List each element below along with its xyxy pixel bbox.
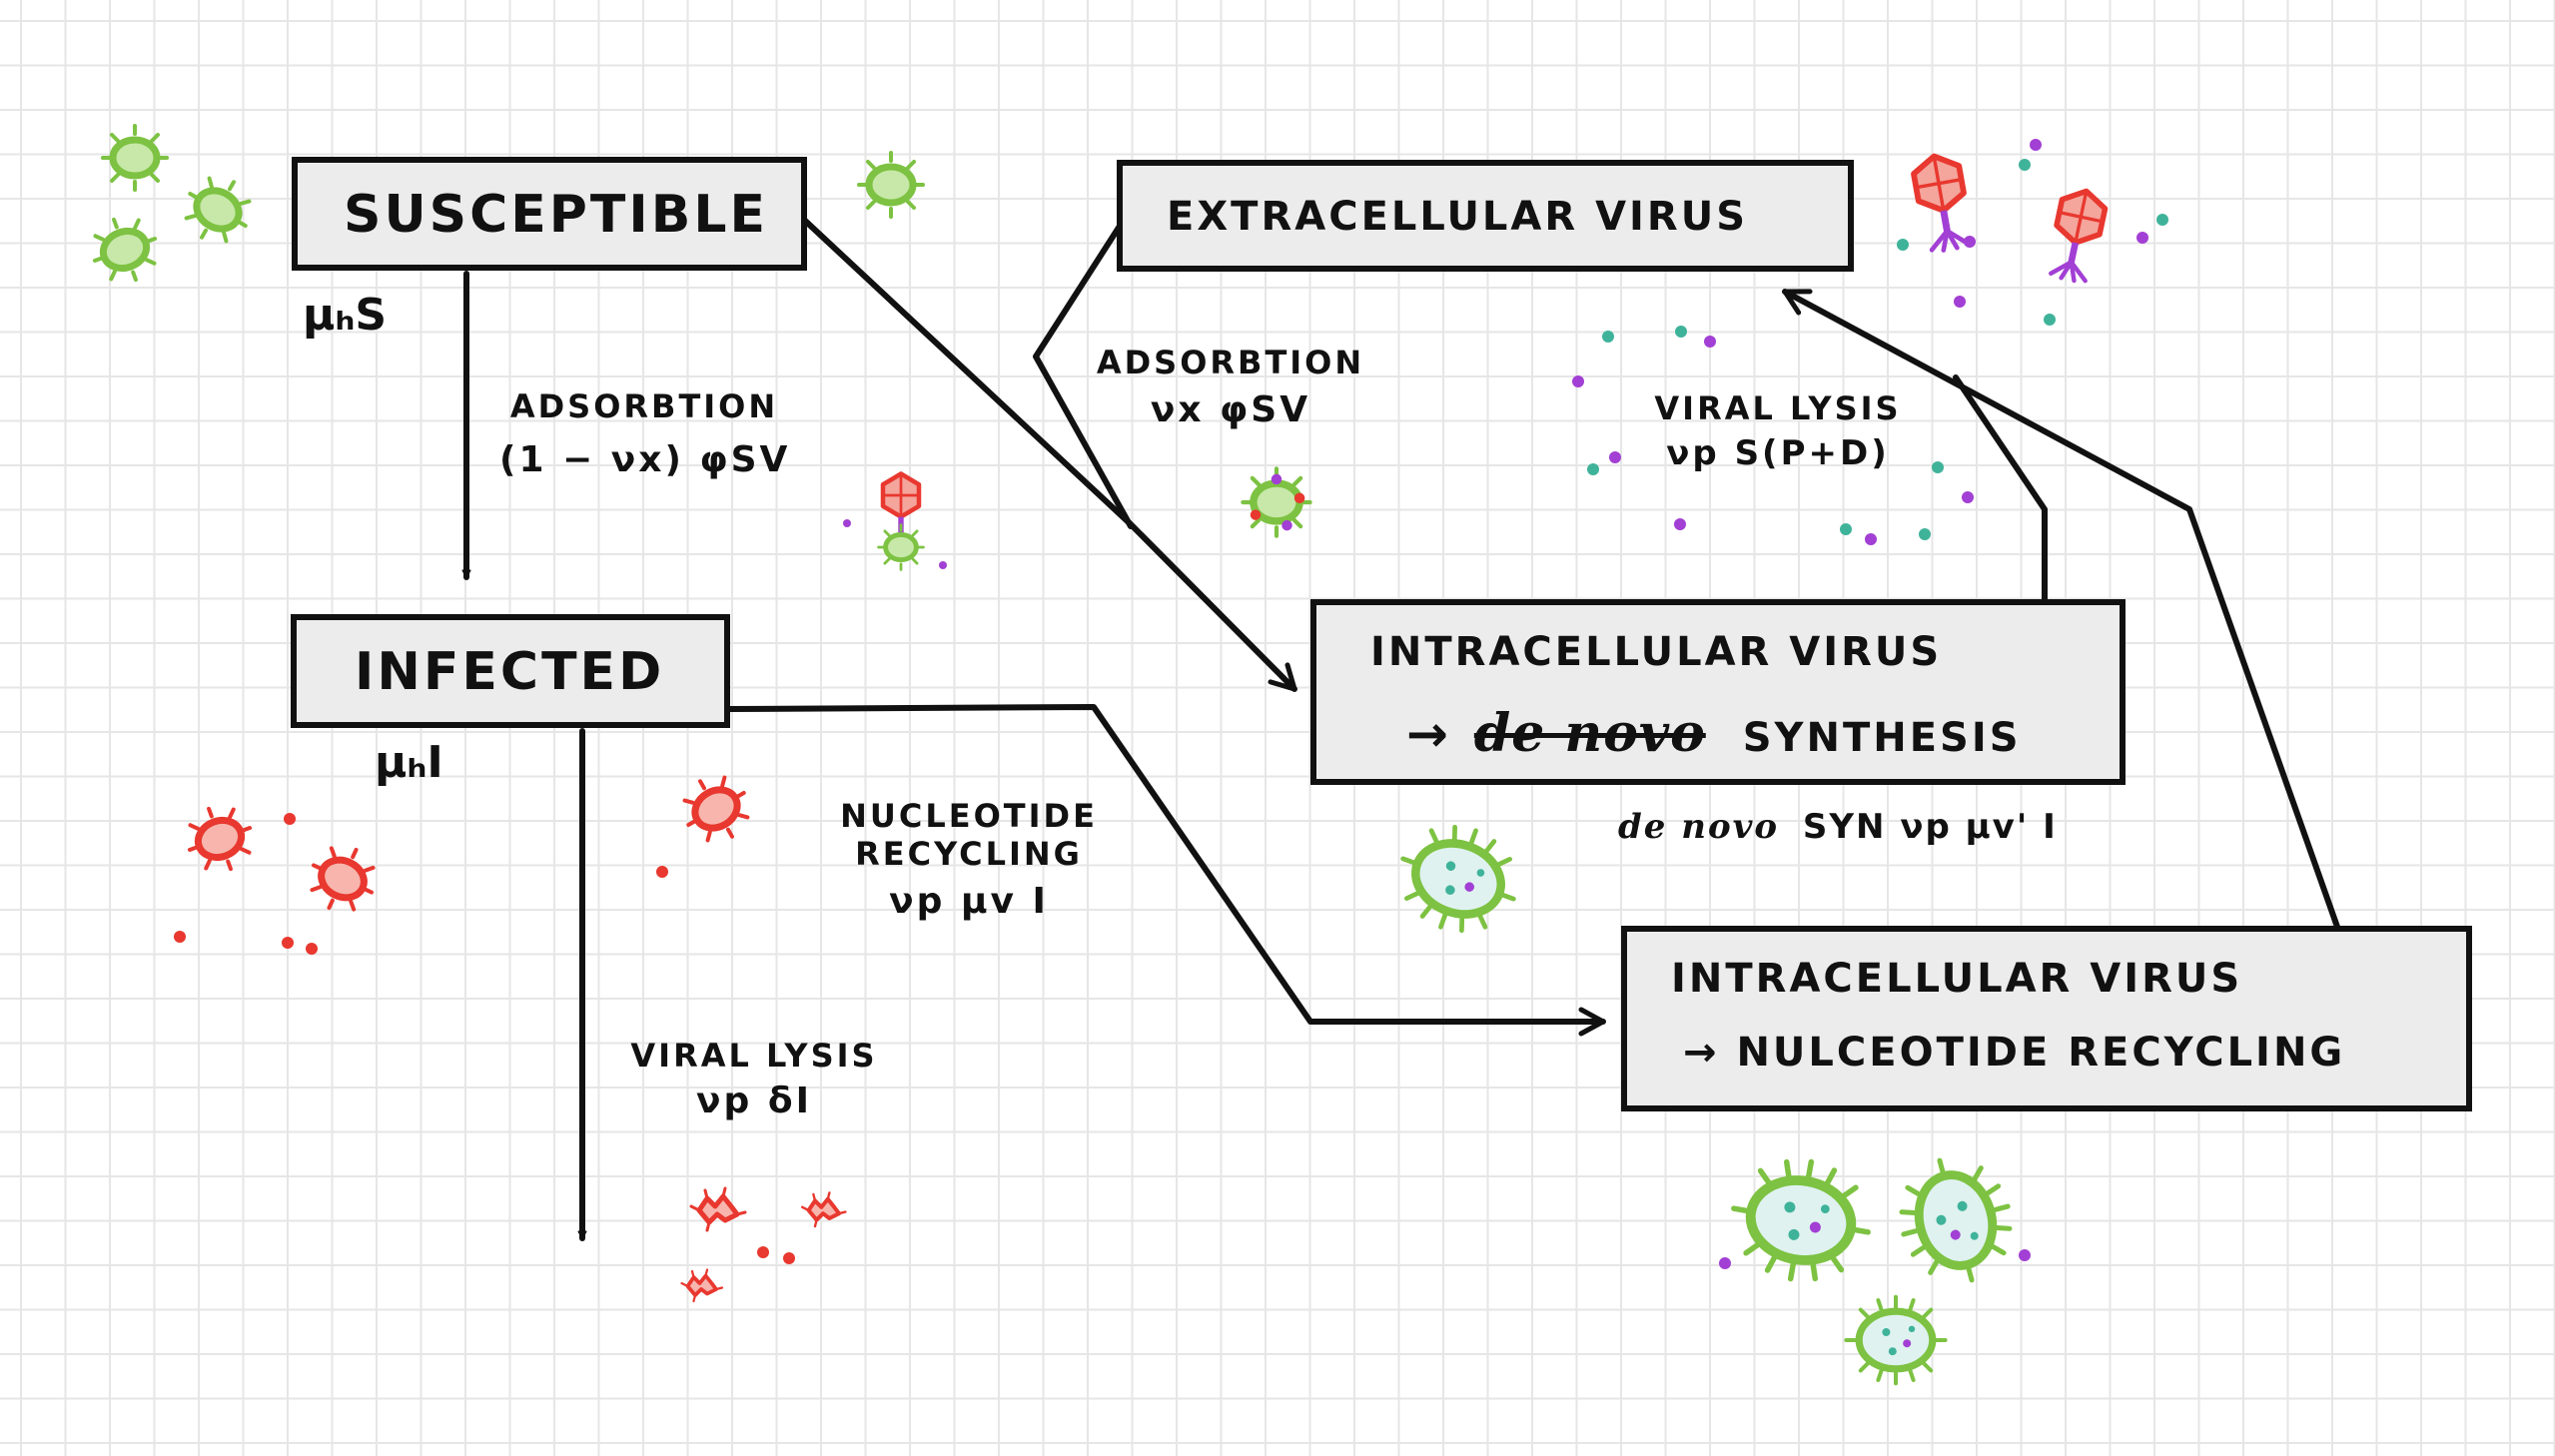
- phage-icon: [2047, 187, 2109, 284]
- infected-bacteria-icon: [672, 765, 759, 852]
- edge-title: NUCLEOTIDE: [840, 797, 1098, 835]
- node-label-line1: INTRACELLULAR VIRUS: [1671, 956, 2243, 1002]
- decay-infected: μₕI: [375, 737, 443, 788]
- bacteria-icon: [879, 525, 924, 570]
- edge-rate: (1 − νx) φSV: [499, 439, 791, 480]
- edge-title: ADSORBTION: [1096, 344, 1365, 381]
- label-nucleotide-recycling: NUCLEOTIDE RECYCLING νp μv I: [824, 797, 1114, 922]
- label-viral-lysis-bottom: VIRAL LYSIS νp δI: [619, 1037, 889, 1121]
- node-intracellular-recycling: INTRACELLULAR VIRUS → NULCEOTIDE RECYCLI…: [1621, 926, 2472, 1111]
- node-label-line2: → de novo SYNTHESIS: [1406, 703, 2022, 764]
- lysed-bacteria-icon: [802, 1192, 845, 1226]
- denovo-italic: de novo: [1473, 703, 1706, 764]
- node-susceptible: SUSCEPTIBLE: [292, 157, 807, 271]
- lysed-bacteria-icon: [679, 1267, 724, 1303]
- node-intracellular-denovo: INTRACELLULAR VIRUS → de novo SYNTHESIS: [1310, 599, 2126, 785]
- infected-bacteria-icon: [179, 798, 261, 880]
- bacteria-icon: [1888, 1146, 2024, 1294]
- bacteria-icon: [174, 166, 261, 253]
- label-viral-lysis-top: VIRAL LYSIS νp S(P+D): [1638, 389, 1918, 473]
- node-label-line2: → NULCEOTIDE RECYCLING: [1683, 1030, 2346, 1076]
- label-denovo-syn: de novo SYN νp μv' I: [1618, 807, 2058, 847]
- edge-title: ADSORBTION: [509, 387, 779, 425]
- node-infected: INFECTED: [291, 614, 730, 728]
- edge-title-2: RECYCLING: [855, 835, 1083, 873]
- node-label-line1: INTRACELLULAR VIRUS: [1370, 629, 1943, 675]
- edge-extracellular-bracket: [1033, 217, 1134, 529]
- arrow-right-icon: →: [1406, 705, 1451, 763]
- node-label: SUSCEPTIBLE: [344, 185, 769, 245]
- edge-infected-recycling: [726, 704, 1606, 1037]
- bacteria-icon: [84, 209, 166, 291]
- bacteria-icon: [1724, 1150, 1879, 1291]
- edge-title: VIRAL LYSIS: [630, 1037, 878, 1075]
- virus-particles: [1572, 139, 2168, 545]
- edge-rate: νx φSV: [1150, 389, 1311, 430]
- node-extracellular-virus: EXTRACELLULAR VIRUS: [1117, 160, 1854, 272]
- decay-susceptible: μₕS: [303, 290, 388, 341]
- edge-rate: νp δI: [696, 1081, 812, 1121]
- bacteria-icon: [859, 153, 923, 217]
- infected-bacteria-icon: [1243, 468, 1309, 535]
- edge-denovo-extracellular: [1953, 374, 2048, 602]
- phage-icon: [1912, 153, 1974, 254]
- edge-rate: νp S(P+D): [1666, 433, 1890, 473]
- bacteria-icon: [1385, 811, 1531, 948]
- edge-rate: SYN νp μv' I: [1802, 807, 2058, 847]
- denovo-italic: de novo: [1618, 807, 1780, 847]
- infected-bacteria-icon: [300, 836, 385, 921]
- node-label: EXTRACELLULAR VIRUS: [1167, 194, 1749, 240]
- edge-title: VIRAL LYSIS: [1654, 389, 1902, 427]
- lysed-bacteria-icon: [691, 1188, 745, 1230]
- edge-rate: νp μv I: [889, 881, 1049, 922]
- node-label: INFECTED: [355, 642, 665, 702]
- label-adsorption-infected: ADSORBTION (1 − νx) φSV: [499, 387, 789, 480]
- edge-recycling-extracellular: [1782, 289, 2340, 930]
- edge-susceptible-denovo: [801, 217, 1297, 692]
- label-adsorption-denovo: ADSORBTION νx φSV: [1091, 344, 1370, 430]
- bacteria-icon: [1846, 1297, 1945, 1383]
- bacteria-icon: [103, 126, 167, 190]
- synthesis-word: SYNTHESIS: [1742, 715, 2022, 761]
